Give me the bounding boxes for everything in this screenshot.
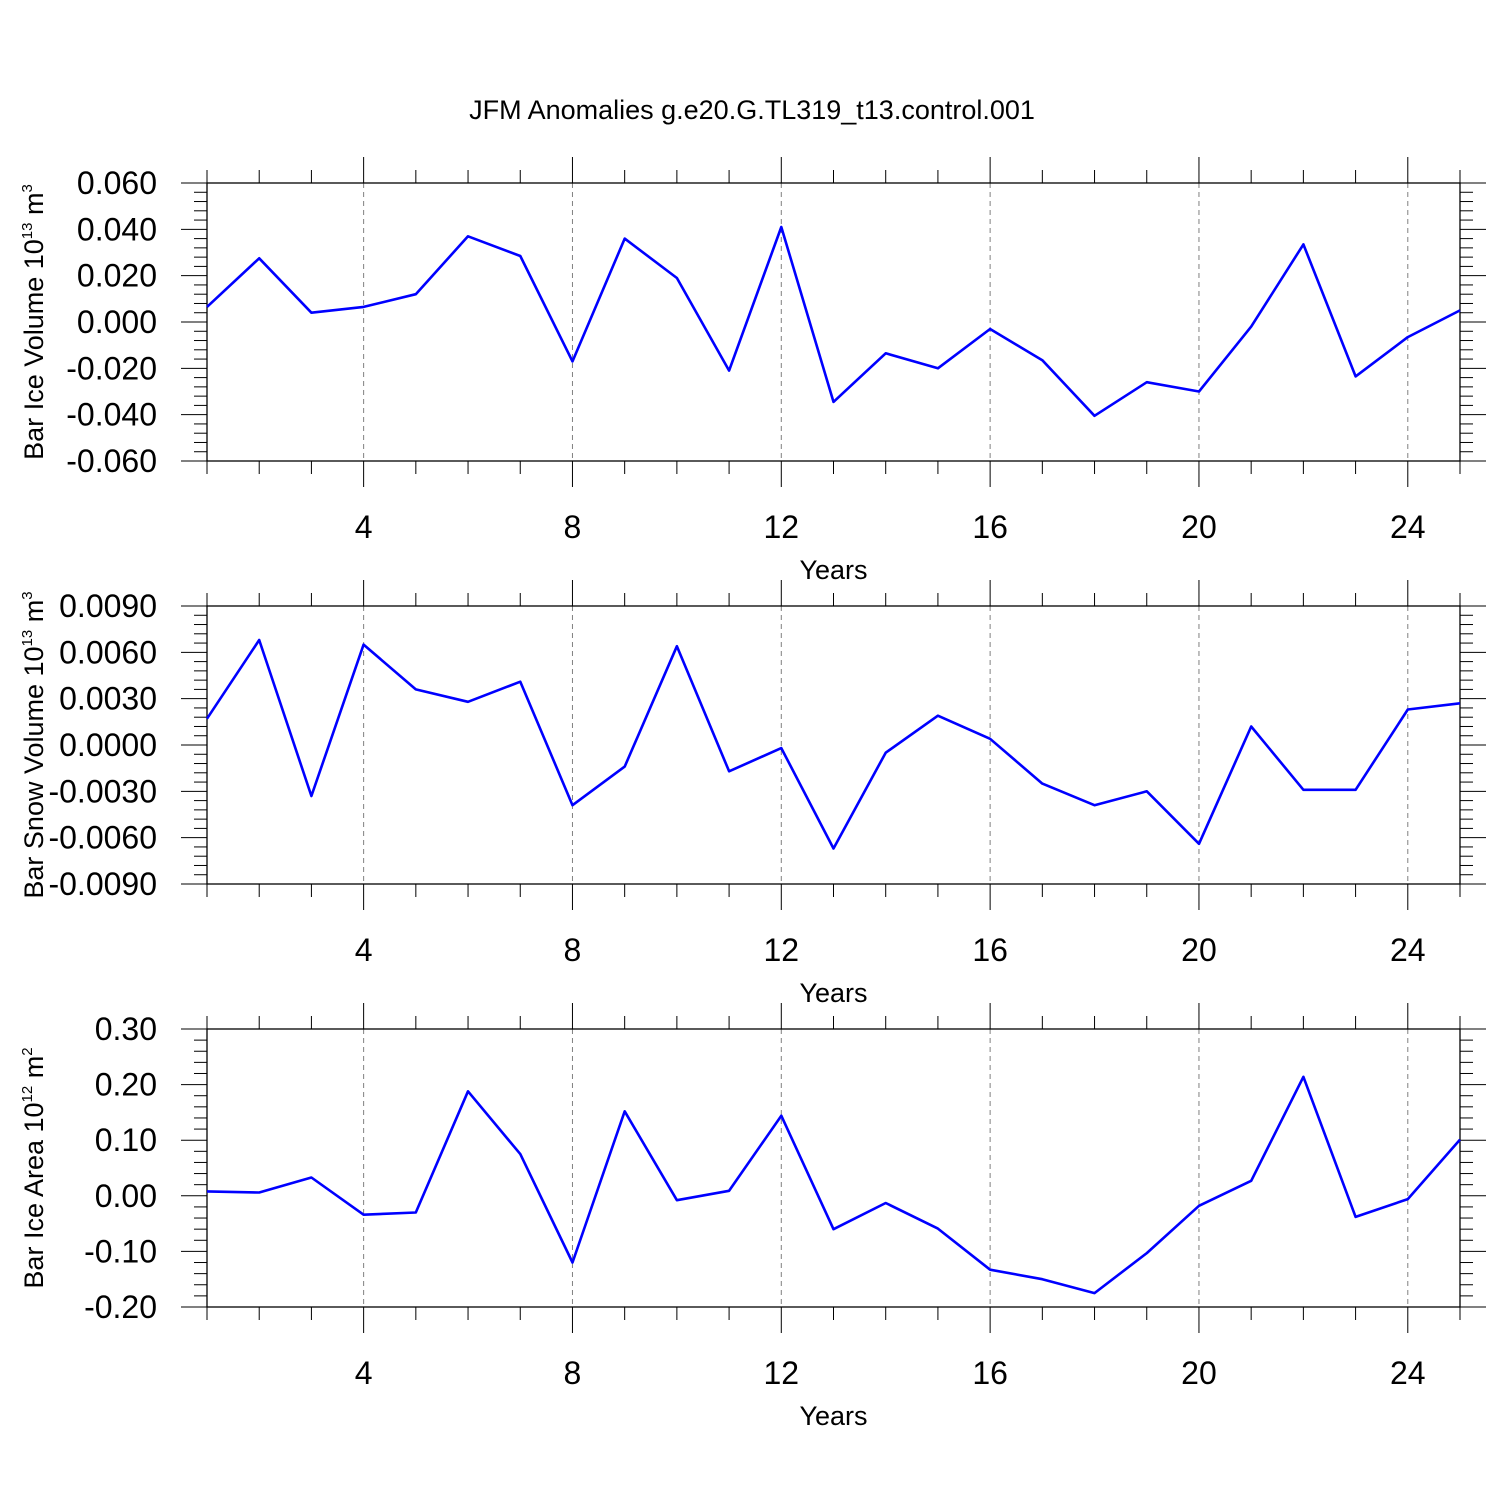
plot-frame bbox=[207, 606, 1460, 884]
series-line bbox=[207, 227, 1460, 416]
x-tick-label: 24 bbox=[1390, 509, 1426, 545]
x-tick-label: 16 bbox=[972, 509, 1008, 545]
y-tick-label: 0.040 bbox=[77, 211, 157, 247]
x-tick-label: 16 bbox=[972, 1355, 1008, 1391]
plot-frame bbox=[207, 1029, 1460, 1307]
y-tick-label: -0.020 bbox=[66, 350, 157, 386]
panel-2: 0.0090 0.0060 0.0030 0.0000 -0.0030 -0.0060 -0… bbox=[19, 580, 1486, 1008]
y-tick-label: -0.0030 bbox=[48, 773, 157, 809]
y-axis-label-main: Bar Ice Volume 10 bbox=[19, 239, 49, 460]
y-tick-label: 0.0000 bbox=[59, 727, 157, 763]
y-tick-label: 0.20 bbox=[95, 1067, 157, 1103]
x-tick-label: 4 bbox=[355, 1355, 373, 1391]
panel-3: 0.30 0.20 0.10 0.00 -0.10 -0.20 4 8 12 16 20 24 Year… bbox=[19, 1003, 1486, 1431]
y-axis-label-unit-exponent: 3 bbox=[19, 591, 36, 599]
y-tick-label: -0.060 bbox=[66, 443, 157, 479]
y-axis-label-exponent: 13 bbox=[19, 630, 36, 647]
x-axis-label: Years bbox=[799, 555, 867, 585]
x-tick-label: 4 bbox=[355, 509, 373, 545]
y-tick-label: 0.00 bbox=[95, 1178, 157, 1214]
x-tick-label: 20 bbox=[1181, 1355, 1217, 1391]
y-tick-label: -0.20 bbox=[84, 1289, 157, 1325]
y-tick-label: -0.0090 bbox=[48, 866, 157, 902]
y-tick-label: 0.30 bbox=[95, 1011, 157, 1047]
y-tick-label: 0.0060 bbox=[59, 634, 157, 670]
x-tick-label: 20 bbox=[1181, 932, 1217, 968]
y-axis-label-main: Bar Ice Area 10 bbox=[19, 1102, 49, 1288]
x-tick-label: 8 bbox=[564, 509, 582, 545]
x-tick-label: 8 bbox=[564, 932, 582, 968]
x-tick-label: 16 bbox=[972, 932, 1008, 968]
y-axis-label-exponent: 13 bbox=[19, 223, 36, 240]
y-axis-label: Bar Ice Volume 1013 m3 bbox=[19, 184, 49, 460]
x-axis-label: Years bbox=[799, 978, 867, 1008]
y-tick-label: 0.000 bbox=[77, 304, 157, 340]
series-line bbox=[207, 1077, 1460, 1293]
x-tick-label: 12 bbox=[763, 1355, 799, 1391]
figure-title: JFM Anomalies g.e20.G.TL319_t13.control.… bbox=[469, 95, 1035, 125]
y-tick-label: 0.020 bbox=[77, 258, 157, 294]
x-tick-label: 24 bbox=[1390, 932, 1426, 968]
y-axis-label-unit-exponent: 3 bbox=[19, 184, 36, 192]
y-axis-label-exponent: 12 bbox=[19, 1086, 36, 1103]
x-axis-label: Years bbox=[799, 1401, 867, 1431]
y-tick-label: 0.060 bbox=[77, 165, 157, 201]
series-line bbox=[207, 640, 1460, 849]
y-axis-label: Bar Ice Area 1012 m2 bbox=[19, 1047, 49, 1288]
x-tick-label: 4 bbox=[355, 932, 373, 968]
y-tick-label: 0.0030 bbox=[59, 681, 157, 717]
y-tick-label: -0.10 bbox=[84, 1233, 157, 1269]
y-axis-label-unit-exponent: 2 bbox=[19, 1047, 36, 1055]
x-tick-label: 20 bbox=[1181, 509, 1217, 545]
x-tick-label: 8 bbox=[564, 1355, 582, 1391]
y-tick-label: -0.0060 bbox=[48, 820, 157, 856]
y-axis-label-unit: m bbox=[19, 1056, 49, 1086]
y-tick-label: 0.0090 bbox=[59, 588, 157, 624]
panel-1: 0.060 0.040 0.020 0.000 -0.020 -0.040 -0.060 4 8… bbox=[19, 157, 1486, 585]
y-axis-label-unit: m bbox=[19, 600, 49, 630]
y-axis-label-unit: m bbox=[19, 193, 49, 223]
x-tick-label: 12 bbox=[763, 932, 799, 968]
y-tick-label: -0.040 bbox=[66, 397, 157, 433]
y-axis-label: Bar Snow Volume 1013 m3 bbox=[19, 591, 49, 898]
x-tick-label: 12 bbox=[763, 509, 799, 545]
x-tick-label: 24 bbox=[1390, 1355, 1426, 1391]
y-tick-label: 0.10 bbox=[95, 1122, 157, 1158]
y-axis-label-main: Bar Snow Volume 10 bbox=[19, 646, 49, 898]
plot-frame bbox=[207, 183, 1460, 461]
